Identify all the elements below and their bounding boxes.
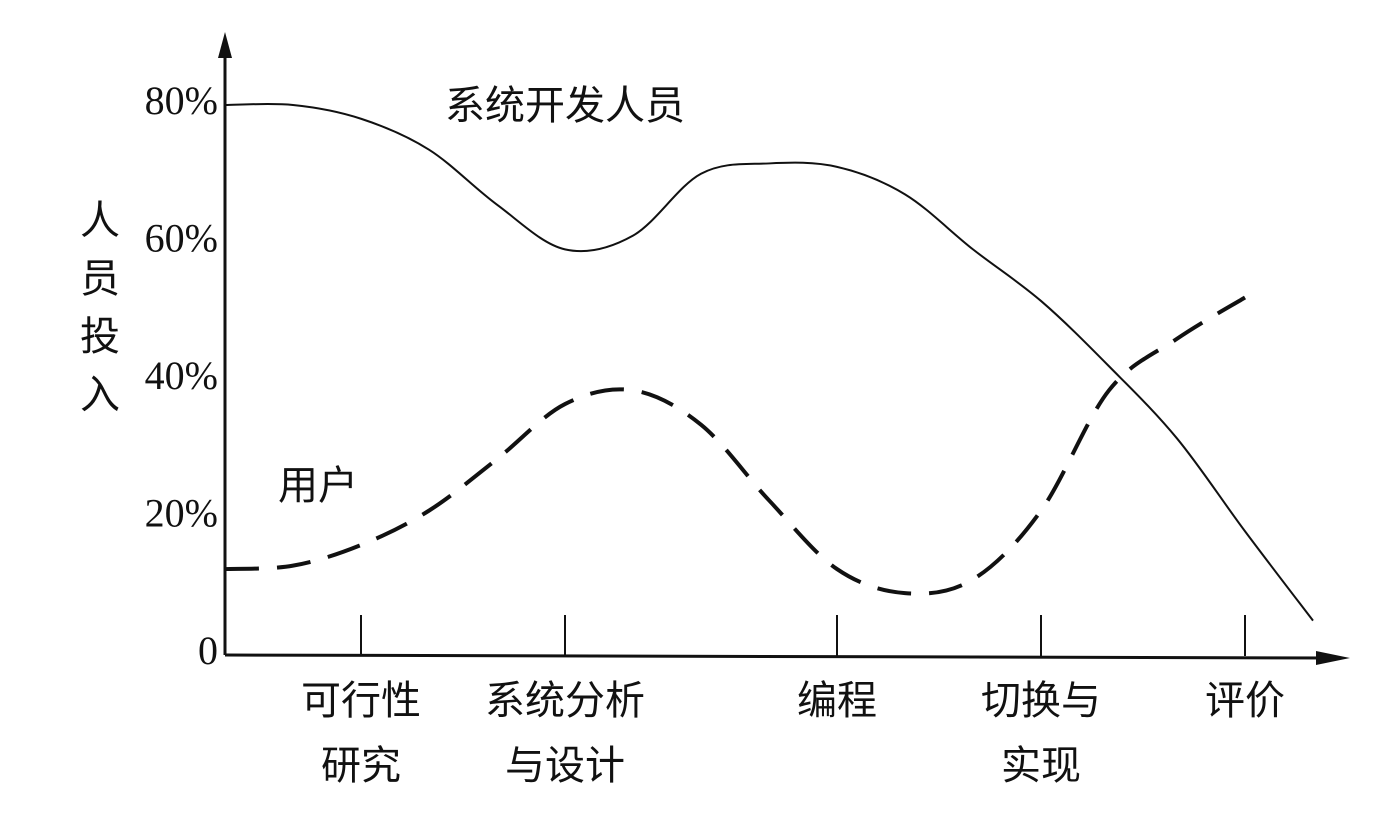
series-label: 系统开发人员 xyxy=(445,83,685,128)
y-tick-label: 40% xyxy=(145,353,218,398)
x-tick-label: 可行性研究 xyxy=(301,678,421,788)
x-tick-label: 编程 xyxy=(797,678,877,723)
y-axis-arrow xyxy=(218,32,232,58)
y-tick-label: 60% xyxy=(145,216,218,261)
x-axis-arrow xyxy=(1316,651,1350,665)
y-tick-label: 20% xyxy=(145,491,218,536)
series-label: 用户 xyxy=(278,463,358,508)
x-axis xyxy=(224,653,1336,660)
x-tick-label: 切换与实现 xyxy=(981,678,1101,788)
x-tick-label: 评价 xyxy=(1205,678,1285,723)
series-line xyxy=(224,295,1247,596)
y-axis-label: 人员投入 xyxy=(80,198,120,417)
x-tick-label: 系统分析与设计 xyxy=(485,678,645,788)
y-tick-label: 80% xyxy=(145,78,218,123)
y-tick-label: 0 xyxy=(198,628,218,673)
series-line xyxy=(224,102,1314,622)
